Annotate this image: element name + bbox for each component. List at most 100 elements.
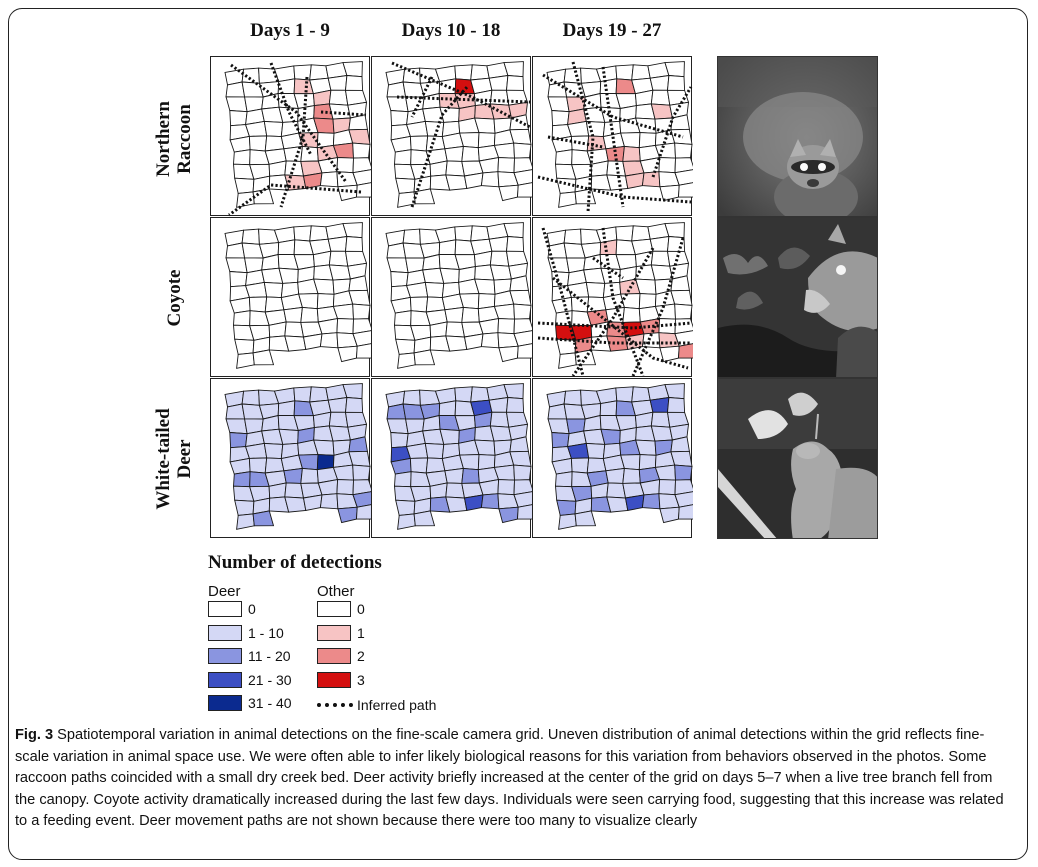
grid-cell [229, 432, 248, 449]
grid-cell [615, 225, 634, 242]
grid-cell [395, 499, 416, 516]
row-header-deer: White-tailed Deer [153, 384, 197, 534]
dotted-line-icon [317, 703, 353, 707]
inferred-path [269, 62, 313, 156]
grid-cell [345, 75, 364, 91]
grid-cell [517, 182, 532, 198]
grid-cell [585, 442, 606, 460]
grid-cell [252, 188, 275, 205]
grid-cell [674, 479, 693, 496]
grid-cell [413, 510, 436, 527]
grid-cell [390, 432, 409, 449]
grid-cell [497, 318, 515, 335]
grid-cell [252, 510, 275, 527]
grid-cell [406, 442, 429, 459]
row-header-coyote: Coyote [164, 233, 186, 363]
grid-cell [402, 389, 421, 406]
grid-cell [302, 494, 323, 512]
grid-cell [506, 75, 525, 91]
column-header-days-19-27: Days 19 - 27 [562, 20, 662, 41]
grid-cell [409, 135, 429, 152]
grid-cell [236, 352, 255, 369]
grid-cell [461, 145, 480, 162]
row-header-raccoon-line2: Raccoon [174, 104, 195, 174]
grid-cell [241, 228, 260, 245]
inferred-path [320, 110, 367, 117]
grid-cell [245, 281, 268, 298]
inferred-path [230, 63, 348, 183]
grid-cell [678, 182, 693, 198]
grid-cell [438, 78, 457, 95]
grid-cell [649, 396, 670, 413]
grid-cell [624, 494, 645, 512]
grid-cell [600, 428, 621, 445]
grid-cell [225, 257, 248, 274]
legend-deer-swatch [208, 648, 242, 664]
grid-cell [599, 239, 618, 256]
grid-cell [470, 386, 490, 403]
grid-cell [667, 397, 686, 413]
grid-cell [402, 67, 421, 84]
grid-cell [284, 496, 307, 513]
grid-cell [463, 494, 484, 512]
grid-cell [631, 225, 651, 242]
grid-cell [395, 177, 416, 194]
grid-cell [489, 89, 510, 106]
grid-cell [445, 496, 468, 513]
grid-cell [328, 264, 351, 281]
grid-cell [513, 330, 532, 347]
grid-cell [352, 464, 371, 481]
grid-cell [406, 120, 429, 137]
grid-cell [234, 338, 255, 355]
grid-cell [402, 228, 421, 245]
grid-cell [236, 513, 255, 530]
grid-cell [513, 464, 532, 481]
grid-cell [225, 418, 248, 435]
inferred-path [537, 336, 691, 345]
grid-cell [284, 335, 307, 352]
grid-cell [395, 338, 416, 355]
grid-cell [300, 467, 319, 484]
grid-cell [615, 386, 634, 403]
grid-cell [674, 303, 693, 320]
legend-other-label: 2 [357, 648, 365, 664]
grid-cell [327, 235, 348, 252]
grid-cell [445, 174, 468, 191]
grid-cell [454, 386, 473, 403]
grid-cell [470, 225, 490, 242]
grid-cell [480, 493, 500, 510]
grid-cell [394, 149, 412, 166]
grid-cell [650, 89, 671, 106]
grid-cell [225, 242, 246, 259]
grid-cell [509, 450, 532, 467]
grid-cell [406, 281, 429, 298]
grid-cell [348, 450, 371, 467]
grid-cell [327, 396, 348, 413]
grid-cell [631, 386, 651, 403]
grid-cell [394, 471, 412, 488]
inferred-path [601, 66, 625, 208]
grid-cell [327, 74, 348, 91]
grid-cell [319, 493, 339, 510]
grid-cell [555, 149, 573, 166]
grid-cell [585, 281, 606, 299]
grid-cell [650, 411, 671, 428]
grid-cell [558, 191, 577, 208]
legend-deer-label: 31 - 40 [248, 695, 292, 711]
grid-cell [328, 250, 349, 267]
grid-cell [489, 264, 512, 281]
grid-cell [283, 306, 303, 323]
coyote-photo [717, 217, 878, 378]
grid-cell [513, 303, 532, 320]
grid-cell [277, 400, 296, 417]
grid-cell [229, 110, 248, 127]
grid-cell [386, 418, 409, 435]
panel-coyote-days-10-18 [371, 217, 532, 377]
grid-cell [233, 149, 251, 166]
grid-cell [509, 289, 532, 306]
grid-cell [506, 397, 525, 413]
grid-cell [394, 310, 412, 327]
grid-cell [570, 296, 590, 313]
grid-cell [489, 425, 512, 442]
legend-deer-label: 1 - 10 [248, 624, 284, 641]
